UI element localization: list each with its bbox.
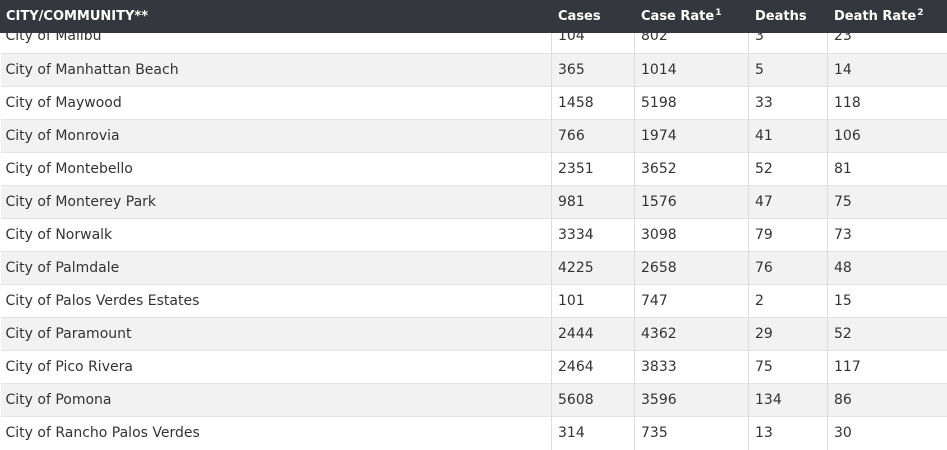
cell-deaths: 13 bbox=[748, 416, 828, 450]
cell-case-rate: 2658 bbox=[634, 251, 749, 285]
cell-cases: 2464 bbox=[551, 350, 635, 384]
cell-deaths: 134 bbox=[748, 383, 828, 417]
cell-cases: 4225 bbox=[551, 251, 635, 285]
table-row: City of Pico Rivera 2464 3833 75 117 bbox=[0, 350, 947, 384]
cell-deaths: 52 bbox=[748, 152, 828, 186]
cell-cases: 314 bbox=[551, 416, 635, 450]
cell-city: City of Monterey Park bbox=[0, 185, 552, 219]
cell-city: City of Rancho Palos Verdes bbox=[0, 416, 552, 450]
cell-city: City of Montebello bbox=[0, 152, 552, 186]
cell-cases: 2444 bbox=[551, 317, 635, 351]
column-header-label: CITY/COMMUNITY** bbox=[6, 9, 149, 24]
table-row: City of Manhattan Beach 365 1014 5 14 bbox=[0, 53, 947, 87]
table-row: City of Maywood 1458 5198 33 118 bbox=[0, 86, 947, 120]
cell-death-rate: 86 bbox=[827, 383, 947, 417]
table-header-row: CITY/COMMUNITY** Cases Case Rate1 Deaths… bbox=[0, 0, 947, 33]
cell-death-rate: 117 bbox=[827, 350, 947, 384]
cell-city: City of Paramount bbox=[0, 317, 552, 351]
footnote-marker: 2 bbox=[917, 7, 924, 18]
cell-city: City of Palmdale bbox=[0, 251, 552, 285]
cell-case-rate: 735 bbox=[634, 416, 749, 450]
cell-cases: 104 bbox=[551, 33, 635, 54]
cell-case-rate: 4362 bbox=[634, 317, 749, 351]
cell-city: City of Pomona bbox=[0, 383, 552, 417]
cell-cases: 365 bbox=[551, 53, 635, 87]
cell-deaths: 75 bbox=[748, 350, 828, 384]
cell-case-rate: 3833 bbox=[634, 350, 749, 384]
cell-cases: 3334 bbox=[551, 218, 635, 252]
cell-city: City of Malibu bbox=[5, 33, 102, 44]
table-row: City of Montebello 2351 3652 52 81 bbox=[0, 152, 947, 186]
cell-city: City of Maywood bbox=[0, 86, 552, 120]
column-header-label: Case Rate bbox=[641, 9, 715, 24]
cell-deaths: 29 bbox=[748, 317, 828, 351]
cell-cases: 766 bbox=[551, 119, 635, 153]
cell-deaths: 47 bbox=[748, 185, 828, 219]
cell-deaths: 2 bbox=[748, 284, 828, 318]
cell-deaths: 79 bbox=[748, 218, 828, 252]
table-row: City of Paramount 2444 4362 29 52 bbox=[0, 317, 947, 351]
cell-death-rate: 14 bbox=[827, 53, 947, 87]
cell-cases: 2351 bbox=[551, 152, 635, 186]
cell-cases: 101 bbox=[551, 284, 635, 318]
cell-city: City of Monrovia bbox=[0, 119, 552, 153]
cell-city: City of Manhattan Beach bbox=[0, 53, 552, 87]
cell-city: City of Norwalk bbox=[0, 218, 552, 252]
cell-city: City of Pico Rivera bbox=[0, 350, 552, 384]
column-header-cases[interactable]: Cases bbox=[551, 0, 635, 33]
column-header-death-rate[interactable]: Death Rate2 bbox=[827, 0, 947, 33]
cell-death-rate: 48 bbox=[827, 251, 947, 285]
column-header-label: Deaths bbox=[755, 9, 807, 24]
table-row: City of Norwalk 3334 3098 79 73 bbox=[0, 218, 947, 252]
table-row: City of Monterey Park 981 1576 47 75 bbox=[0, 185, 947, 219]
cell-cases: 1458 bbox=[551, 86, 635, 120]
cell-case-rate: 747 bbox=[634, 284, 749, 318]
cell-cases: 981 bbox=[551, 185, 635, 219]
footnote-marker: 1 bbox=[715, 7, 722, 18]
cell-death-rate: 81 bbox=[827, 152, 947, 186]
cell-death-rate: 23 bbox=[827, 33, 947, 54]
cell-case-rate: 1576 bbox=[634, 185, 749, 219]
column-header-label: Death Rate bbox=[834, 9, 917, 24]
cell-deaths: 76 bbox=[748, 251, 828, 285]
cell-case-rate: 3596 bbox=[634, 383, 749, 417]
cell-deaths: 5 bbox=[748, 53, 828, 87]
table-row: City of Malibu 104 802 3 23 bbox=[0, 33, 947, 54]
column-header-deaths[interactable]: Deaths bbox=[748, 0, 828, 33]
cell-case-rate: 1014 bbox=[634, 53, 749, 87]
cell-deaths: 33 bbox=[748, 86, 828, 120]
cell-death-rate: 118 bbox=[827, 86, 947, 120]
table-body: City of Malibu 104 802 3 23 City of Manhattan… bbox=[0, 33, 947, 450]
cell-case-rate: 3652 bbox=[634, 152, 749, 186]
cell-case-rate: 3098 bbox=[634, 218, 749, 252]
table-row: City of Palmdale 4225 2658 76 48 bbox=[0, 251, 947, 285]
cell-death-rate: 75 bbox=[827, 185, 947, 219]
cell-case-rate: 5198 bbox=[634, 86, 749, 120]
cell-case-rate: 802 bbox=[634, 33, 749, 54]
cell-death-rate: 52 bbox=[827, 317, 947, 351]
column-header-city[interactable]: CITY/COMMUNITY** bbox=[0, 0, 552, 33]
table-row: City of Rancho Palos Verdes 314 735 13 30 bbox=[0, 416, 947, 450]
cell-cases: 5608 bbox=[551, 383, 635, 417]
table-row: City of Palos Verdes Estates 101 747 2 15 bbox=[0, 284, 947, 318]
cell-case-rate: 1974 bbox=[634, 119, 749, 153]
cell-city: City of Palos Verdes Estates bbox=[0, 284, 552, 318]
table-row: City of Pomona 5608 3596 134 86 bbox=[0, 383, 947, 417]
cell-death-rate: 73 bbox=[827, 218, 947, 252]
column-header-label: Cases bbox=[558, 9, 601, 24]
cell-deaths: 3 bbox=[748, 33, 828, 54]
table-row: City of Monrovia 766 1974 41 106 bbox=[0, 119, 947, 153]
cell-deaths: 41 bbox=[748, 119, 828, 153]
cell-death-rate: 30 bbox=[827, 416, 947, 450]
column-header-case-rate[interactable]: Case Rate1 bbox=[634, 0, 749, 33]
cell-death-rate: 106 bbox=[827, 119, 947, 153]
cell-death-rate: 15 bbox=[827, 284, 947, 318]
